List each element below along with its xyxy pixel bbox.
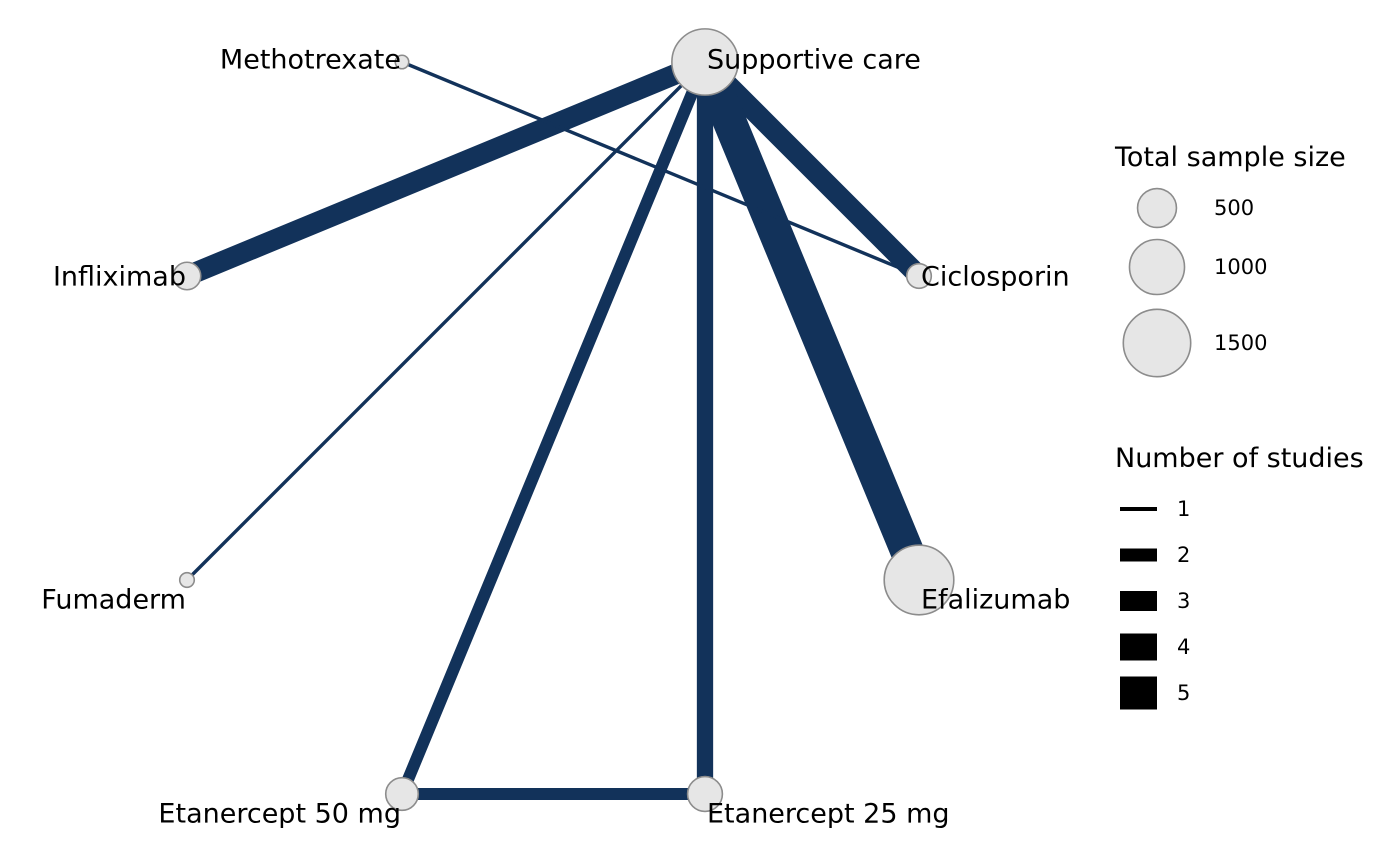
node-efalizumab [883,544,955,616]
node-methotrexate [394,54,410,70]
studies-legend-label-5: 5 [1177,681,1190,705]
studies-legend-key-5 [1120,676,1157,710]
sample-size-legend-title: Total sample size [1114,142,1346,173]
studies-legend: Number of studies 1 2 3 4 5 [1115,443,1364,710]
edge-methotrexate-ciclosporin [400,60,921,278]
sample-size-legend-circle-500 [1136,187,1178,229]
edge-supportive-care-fumaderm [185,60,707,582]
label-fumaderm: Fumaderm [41,585,186,616]
label-infliximab: Infliximab [53,262,186,293]
studies-legend-key-3 [1120,591,1157,611]
studies-legend-label-2: 2 [1177,543,1190,567]
edge-layer [176,45,936,803]
label-supportive-care: Supportive care [707,45,921,76]
node-layer [172,28,955,813]
studies-legend-key-2 [1120,548,1157,562]
sample-size-legend-label-500: 500 [1214,196,1254,220]
label-etanercept-25: Etanercept 25 mg [707,799,950,830]
label-methotrexate: Methotrexate [220,45,401,76]
label-layer: Supportive care Methotrexate Infliximab Cic… [41,45,1070,830]
edge-supportive-care-ciclosporin [694,51,930,287]
edge-supportive-care-efalizumab [688,45,936,597]
node-etanercept-25 [686,775,724,813]
sample-size-legend-label-1000: 1000 [1214,255,1267,279]
studies-legend-key-1 [1120,507,1157,511]
sample-size-legend-circle-1000 [1128,238,1186,296]
label-efalizumab: Efalizumab [921,585,1070,616]
label-etanercept-50: Etanercept 50 mg [158,799,401,830]
node-supportive-care [671,28,739,96]
node-infliximab [172,261,202,291]
edge-supportive-care-infliximab [176,51,716,287]
sample-size-legend: Total sample size 500 1000 1500 [1114,142,1346,378]
label-ciclosporin: Ciclosporin [921,262,1070,293]
sample-size-legend-circle-1500 [1122,308,1192,378]
studies-legend-key-4 [1120,633,1157,661]
studies-legend-title: Number of studies [1115,443,1364,474]
node-etanercept-50 [384,776,420,812]
studies-legend-label-1: 1 [1177,497,1190,521]
studies-legend-label-3: 3 [1177,589,1190,613]
edge-supportive-care-etanercept-50 [396,56,711,800]
studies-legend-label-4: 4 [1177,635,1190,659]
node-ciclosporin [905,262,933,290]
sample-size-legend-label-1500: 1500 [1214,331,1267,355]
node-fumaderm [178,571,196,589]
